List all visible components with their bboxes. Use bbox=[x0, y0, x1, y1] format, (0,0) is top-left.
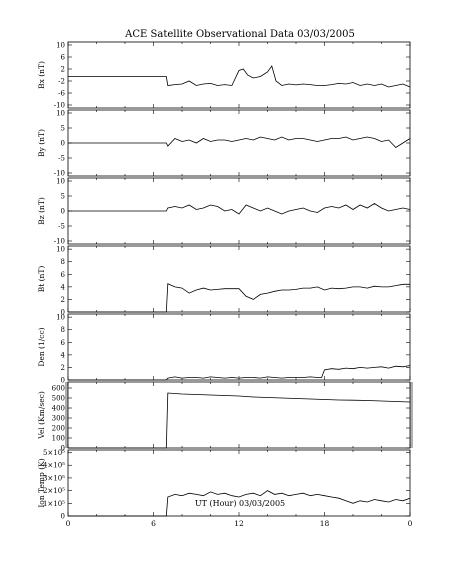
y-tick-label: 10 bbox=[56, 178, 65, 186]
panel-frame bbox=[67, 245, 411, 313]
y-tick-label: -10 bbox=[54, 102, 65, 110]
panel-6: Vel (Km/sec) 600 500 400 300 200 100 0 bbox=[37, 381, 413, 453]
panel-1: Bx (nT) 10 6 2 -2 -6 -10 bbox=[37, 41, 411, 110]
chart-title: ACE Satellite Observational Data 03/03/2… bbox=[124, 29, 355, 40]
y-axis-label: Den (1/cc) bbox=[37, 327, 46, 366]
y-tick-label: 4 bbox=[61, 283, 66, 291]
y-tick-label: 400 bbox=[52, 405, 65, 413]
series-line bbox=[68, 392, 411, 449]
y-tick-label: 2×10⁵ bbox=[43, 487, 65, 495]
y-tick-label: 5 bbox=[61, 193, 65, 201]
panel-frame bbox=[67, 313, 411, 381]
y-tick-label: 0 bbox=[61, 445, 65, 453]
y-tick-label: -5 bbox=[58, 223, 65, 231]
y-tick-label: 2 bbox=[61, 296, 65, 304]
panel-3: Bz (nT) 10 5 0 -5 -10 bbox=[37, 178, 411, 246]
y-tick-label: 200 bbox=[52, 425, 65, 433]
series-line bbox=[68, 283, 410, 313]
panel-frame bbox=[67, 41, 411, 109]
y-tick-label: 300 bbox=[52, 415, 65, 423]
y-axis-label: By (nT) bbox=[37, 129, 46, 157]
x-axis-label: UT (Hour) 03/03/2005 bbox=[195, 499, 285, 508]
x-tick-label: 6 bbox=[151, 519, 156, 528]
y-tick-label: 0 bbox=[61, 140, 65, 148]
y-tick-label: 10 bbox=[56, 42, 65, 50]
series-line bbox=[68, 490, 411, 517]
y-tick-label: -5 bbox=[58, 155, 65, 163]
y-tick-label: 3×10⁵ bbox=[43, 474, 65, 482]
y-tick-label: 5 bbox=[61, 125, 65, 133]
x-tick-label: 0 bbox=[408, 519, 413, 528]
y-tick-label: 2 bbox=[61, 66, 65, 74]
x-tick-label: 12 bbox=[234, 519, 244, 528]
y-axis-label: Vel (Km/sec) bbox=[37, 391, 46, 440]
y-tick-label: 5×10⁵ bbox=[43, 449, 65, 457]
y-tick-label: -6 bbox=[58, 90, 65, 98]
y-tick-label: 6 bbox=[61, 54, 66, 62]
panel-right-shade bbox=[410, 382, 413, 448]
series-line bbox=[68, 136, 411, 149]
y-tick-label: 10 bbox=[56, 110, 65, 118]
panel-7: Ion Temp (K)5×10⁵ 4×10⁵ 3×10⁵ 2×10⁵ 1×10⁵ 0 bbox=[37, 449, 411, 521]
y-tick-label: 0 bbox=[61, 513, 65, 521]
x-tick-label: 18 bbox=[320, 519, 330, 528]
y-axis-label: Bt (nT) bbox=[37, 266, 46, 293]
y-tick-label: 0 bbox=[61, 309, 65, 317]
y-tick-label: 500 bbox=[52, 395, 65, 403]
y-tick-label: 100 bbox=[52, 435, 65, 443]
y-tick-label: 2 bbox=[61, 364, 65, 372]
panel-5: Den (1/cc) 10 8 6 4 2 0 bbox=[37, 313, 411, 385]
y-tick-label: 0 bbox=[61, 208, 65, 216]
y-tick-label: -10 bbox=[54, 238, 65, 246]
panel-2: By (nT) 10 5 0 -5 -10 bbox=[37, 110, 411, 178]
y-tick-label: 8 bbox=[61, 326, 65, 334]
y-tick-label: 6 bbox=[61, 339, 66, 347]
x-tick-label: 0 bbox=[66, 519, 71, 528]
series-line bbox=[68, 365, 411, 381]
y-tick-label: 6 bbox=[61, 271, 66, 279]
y-tick-label: 10 bbox=[56, 246, 65, 254]
y-axis-label: Ion Temp (K) bbox=[37, 458, 46, 507]
y-tick-label: 0 bbox=[61, 377, 65, 385]
y-tick-label: 600 bbox=[52, 385, 65, 393]
y-axis-label: Bx (nT) bbox=[37, 61, 46, 89]
panel-4: Bt (nT) 10 8 6 4 2 0 bbox=[37, 245, 411, 317]
y-tick-label: -2 bbox=[58, 78, 65, 86]
y-axis-label: Bz (nT) bbox=[37, 197, 46, 225]
series-line bbox=[68, 65, 411, 88]
y-tick-label: 10 bbox=[56, 314, 65, 322]
y-tick-label: 4 bbox=[61, 351, 66, 359]
series-line bbox=[68, 203, 411, 215]
y-tick-label: -10 bbox=[54, 170, 65, 178]
panel-frame bbox=[67, 381, 411, 449]
y-tick-label: 8 bbox=[61, 258, 65, 266]
y-tick-label: 1×10⁵ bbox=[43, 500, 65, 508]
y-tick-label: 4×10⁵ bbox=[43, 462, 65, 470]
panel-left-shade bbox=[65, 382, 68, 448]
